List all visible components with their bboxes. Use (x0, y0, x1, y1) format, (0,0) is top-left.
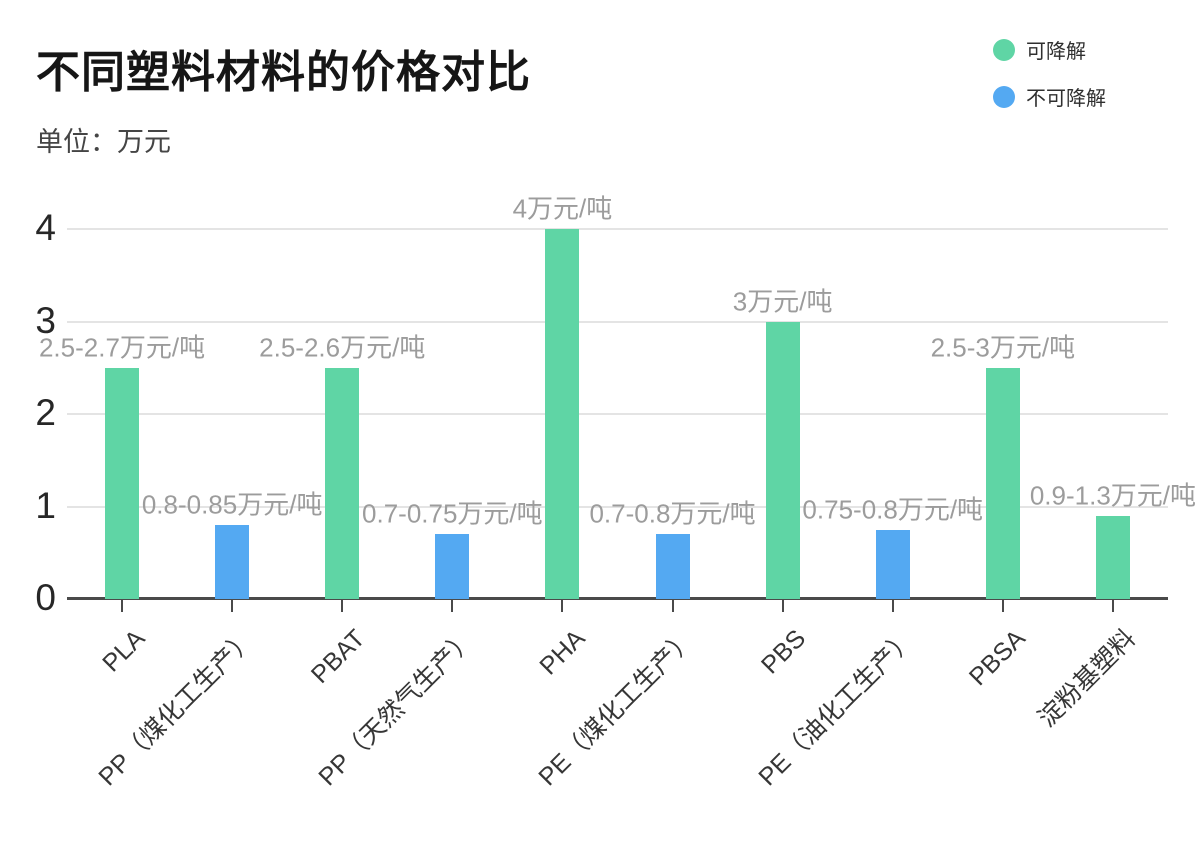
legend-item[interactable]: 可降解 (993, 35, 1106, 64)
chart-title: 不同塑料材料的价格对比 (36, 48, 531, 97)
y-axis-label: 4 (35, 207, 56, 249)
axis-tick (121, 600, 124, 612)
x-axis-label: PBSA (963, 624, 1031, 692)
y-axis-label: 3 (35, 299, 56, 341)
grid-line (67, 320, 1168, 323)
bar[interactable] (215, 525, 250, 599)
x-axis-label: PBAT (305, 624, 371, 689)
bar[interactable] (435, 534, 470, 599)
axis-tick (341, 600, 344, 612)
y-axis-label: 2 (35, 392, 56, 434)
bar[interactable] (1095, 515, 1130, 599)
bar-value-label: 4万元/吨 (512, 193, 613, 224)
bar-value-label: 2.5-2.6万元/吨 (259, 332, 426, 363)
unit-label: 单位：万元 (36, 127, 171, 157)
bar[interactable] (545, 229, 580, 599)
axis-tick (451, 600, 454, 612)
axis-tick (1111, 600, 1114, 612)
bar-value-label: 3万元/吨 (732, 285, 833, 316)
legend-swatch-icon (993, 38, 1015, 61)
bar-value-label: 2.5-2.7万元/吨 (38, 332, 206, 363)
bar[interactable] (765, 321, 800, 599)
bar[interactable] (105, 367, 140, 599)
bar-value-label: 0.7-0.8万元/吨 (589, 498, 756, 529)
x-axis-label: PLA (96, 624, 151, 678)
bar-value-label: 0.9-1.3万元/吨 (1029, 480, 1197, 511)
bar[interactable] (875, 529, 910, 599)
grid-line (67, 413, 1168, 415)
x-axis-label: PHA (534, 624, 591, 681)
legend-swatch-icon (993, 85, 1015, 108)
axis-tick (231, 600, 234, 612)
bar-value-label: 0.7-0.75万元/吨 (362, 498, 543, 529)
y-axis-label: 0 (35, 577, 56, 619)
bar-value-label: 0.8-0.85万元/吨 (141, 489, 323, 520)
grid-line (67, 228, 1168, 230)
legend-label: 可降解 (1026, 41, 1086, 63)
grid-line (67, 505, 1168, 508)
x-axis-line (67, 597, 1168, 600)
bar-value-label: 2.5-3万元/吨 (930, 332, 1076, 363)
axis-tick (561, 600, 564, 612)
legend-item[interactable]: 不可降解 (993, 82, 1106, 111)
bar[interactable] (985, 367, 1020, 599)
bar[interactable] (655, 534, 690, 599)
y-axis-label: 1 (35, 484, 56, 526)
axis-tick (891, 600, 894, 612)
x-axis-label: 淀粉基塑料 (1032, 624, 1142, 733)
legend-label: 不可降解 (1026, 88, 1106, 110)
axis-tick (1001, 600, 1004, 612)
axis-tick (671, 600, 674, 612)
bar-value-label: 0.75-0.8万元/吨 (802, 494, 984, 525)
x-axis-label: PBS (755, 624, 811, 680)
legend: 可降解 不可降解 (993, 35, 1106, 111)
axis-tick (781, 600, 784, 612)
bar[interactable] (325, 367, 360, 599)
